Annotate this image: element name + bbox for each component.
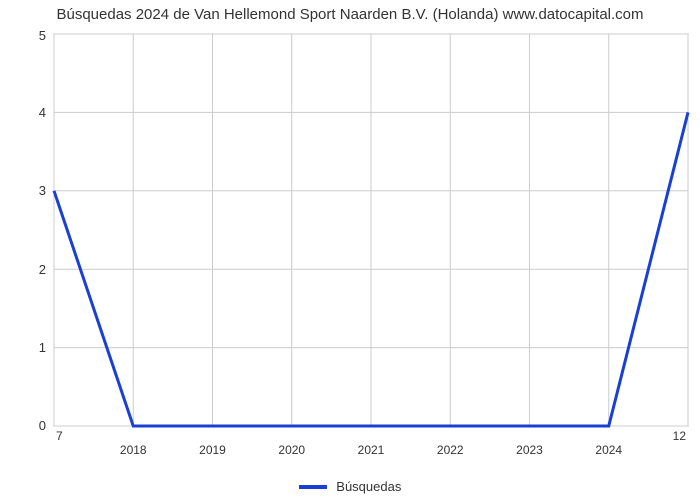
x-edge-right: 12 xyxy=(673,429,687,443)
y-tick-4: 4 xyxy=(39,105,46,120)
y-tick-3: 3 xyxy=(39,183,46,198)
legend: Búsquedas xyxy=(0,478,700,494)
x-tick-labels: 2018 2019 2020 2021 2022 2023 2024 xyxy=(120,443,623,457)
x-tick-2: 2020 xyxy=(278,443,305,457)
chart-title: Búsquedas 2024 de Van Hellemond Sport Na… xyxy=(0,0,700,25)
y-tick-2: 2 xyxy=(39,262,46,277)
y-tick-labels: 0 1 2 3 4 5 xyxy=(39,28,46,433)
chart-svg: 0 1 2 3 4 5 7 12 2018 2019 2020 2021 202… xyxy=(0,28,700,462)
x-tick-5: 2023 xyxy=(516,443,543,457)
y-tick-1: 1 xyxy=(39,340,46,355)
y-tick-0: 0 xyxy=(39,418,46,433)
legend-label: Búsquedas xyxy=(336,479,401,494)
y-tick-5: 5 xyxy=(39,28,46,43)
legend-swatch xyxy=(299,485,327,489)
x-tick-0: 2018 xyxy=(120,443,147,457)
x-tick-4: 2022 xyxy=(437,443,464,457)
x-tick-6: 2024 xyxy=(595,443,622,457)
chart-area: 0 1 2 3 4 5 7 12 2018 2019 2020 2021 202… xyxy=(0,28,700,462)
x-tick-3: 2021 xyxy=(358,443,385,457)
plot-region: 0 1 2 3 4 5 7 12 2018 2019 2020 2021 202… xyxy=(39,28,688,457)
x-tick-1: 2019 xyxy=(199,443,226,457)
x-edge-left: 7 xyxy=(56,429,63,443)
